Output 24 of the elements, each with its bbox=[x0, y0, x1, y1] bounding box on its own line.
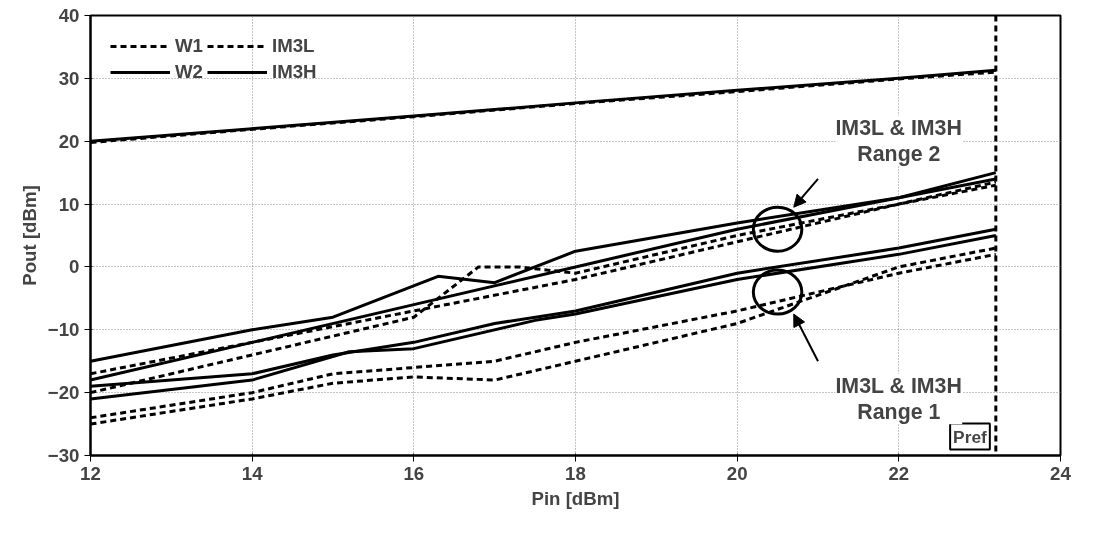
x-tick-label: 14 bbox=[241, 462, 264, 484]
annotation: IM3L & IM3H Range 2 bbox=[835, 116, 962, 167]
x-tick-label: 18 bbox=[565, 462, 586, 484]
y-tick-label: 40 bbox=[58, 5, 80, 26]
y-tick-label: 0 bbox=[69, 256, 80, 278]
ref-line-label: Pref bbox=[953, 426, 988, 447]
x-tick-label: 24 bbox=[1050, 462, 1072, 484]
legend-label: IM3L bbox=[271, 35, 315, 57]
y-tick-label: 30 bbox=[58, 67, 80, 89]
x-axis-title: Pin [dBm] bbox=[531, 487, 620, 509]
y-axis-title: Pout [dBm] bbox=[18, 185, 40, 286]
legend-label: W1 bbox=[175, 35, 203, 57]
annotation: IM3L & IM3H Range 1 bbox=[835, 373, 962, 425]
legend-label: W2 bbox=[175, 61, 203, 83]
y-tick-label: −20 bbox=[47, 382, 80, 404]
y-tick-label: 20 bbox=[58, 130, 80, 152]
x-tick-label: 20 bbox=[726, 462, 748, 484]
y-tick-label: −30 bbox=[47, 445, 80, 466]
x-tick-label: 12 bbox=[80, 462, 101, 484]
legend-label: IM3H bbox=[271, 61, 317, 83]
y-tick-label: −10 bbox=[47, 319, 80, 341]
x-tick-label: 22 bbox=[888, 462, 910, 484]
x-tick-label: 16 bbox=[403, 462, 425, 484]
y-tick-label: 10 bbox=[58, 193, 80, 215]
